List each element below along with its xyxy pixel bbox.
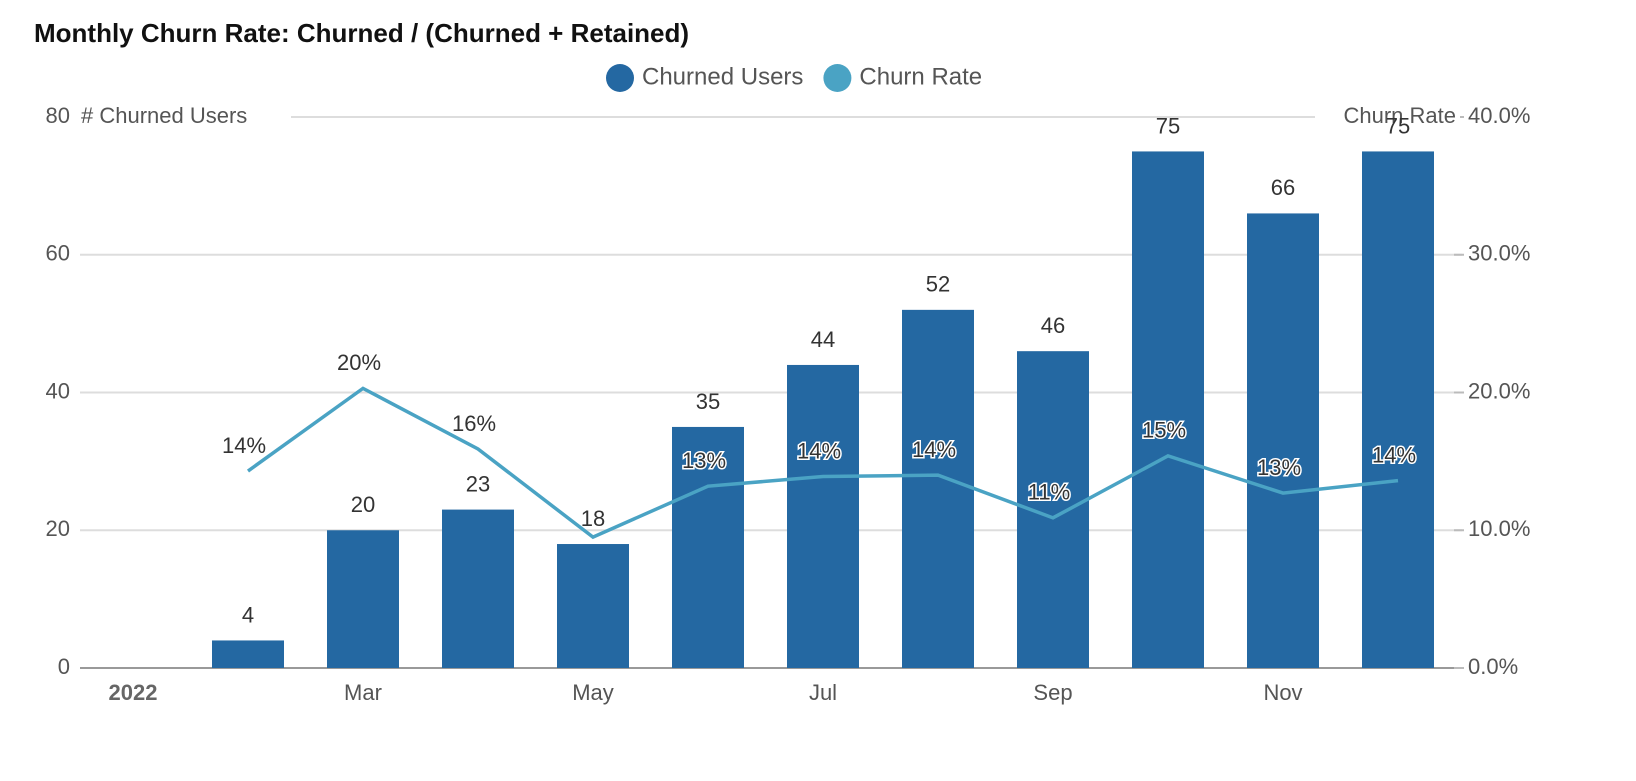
- y2-tick-label: 30.0%: [1468, 241, 1530, 266]
- y-tick-label: 80: [46, 103, 70, 128]
- bar: [1247, 213, 1319, 669]
- legend-swatch: [606, 64, 634, 92]
- y-tick-label: 20: [46, 516, 70, 541]
- legend-label: Churned Users: [642, 63, 803, 90]
- bar: [212, 640, 284, 668]
- y-tick-label: 60: [46, 241, 70, 266]
- bar: [672, 426, 744, 668]
- bar-value-label: 66: [1271, 175, 1295, 200]
- line-value-label: 20%: [337, 350, 381, 375]
- legend-swatch: [823, 64, 852, 92]
- bar: [327, 530, 399, 668]
- legend-label: Churn Rate: [859, 63, 982, 90]
- bar-value-label: 18: [581, 506, 605, 531]
- line-value-label: 15%: [1142, 418, 1186, 443]
- x-tick-label: Jul: [809, 680, 837, 705]
- chart-title: Monthly Churn Rate: Churned / (Churned +…: [34, 18, 689, 48]
- axis-title-bg: [76, 100, 291, 134]
- x-tick-label: May: [572, 680, 614, 705]
- axis-title-bg: [1315, 100, 1460, 134]
- y2-tick-label: 0.0%: [1468, 654, 1518, 679]
- line-value-label: 16%: [452, 411, 496, 436]
- line-value-label: 14%: [912, 437, 956, 462]
- bar: [902, 309, 974, 668]
- line-value-label: 14%: [222, 433, 266, 458]
- y2-axis-title: Churn Rate: [1343, 103, 1456, 128]
- bar: [442, 509, 514, 668]
- line-value-label: 14%: [797, 438, 841, 463]
- bar-value-label: 52: [926, 272, 950, 297]
- bar-value-label: 75: [1156, 113, 1180, 138]
- bar-value-label: 44: [811, 327, 835, 352]
- bar-value-label: 46: [1041, 313, 1065, 338]
- bar-value-label: 35: [696, 389, 720, 414]
- x-tick-label: Sep: [1033, 680, 1072, 705]
- y-tick-label: 0: [58, 654, 70, 679]
- x-tick-label: Mar: [344, 680, 382, 705]
- bar-value-label: 4: [242, 602, 254, 627]
- bar: [557, 544, 629, 668]
- line-value-label: 13%: [682, 448, 726, 473]
- y2-tick-label: 20.0%: [1468, 378, 1530, 403]
- line: [246, 386, 1399, 540]
- bar: [1132, 151, 1204, 668]
- x-tick-label: 2022: [109, 680, 158, 705]
- bar: [787, 364, 859, 668]
- y2-tick-label: 10.0%: [1468, 516, 1530, 541]
- y-axis-title: # Churned Users: [81, 103, 247, 128]
- bar-value-label: 75: [1386, 113, 1410, 138]
- x-tick-label: Nov: [1263, 680, 1302, 705]
- line-value-label: 11%: [1028, 480, 1070, 505]
- y-tick-label: 40: [46, 378, 70, 403]
- y2-tick-label: 40.0%: [1468, 103, 1530, 128]
- line-value-label: 14%: [1372, 442, 1416, 467]
- bar-value-label: 23: [466, 471, 490, 496]
- bar: [1362, 151, 1434, 668]
- bar-value-label: 20: [351, 492, 375, 517]
- line-value-label: 13%: [1257, 455, 1301, 480]
